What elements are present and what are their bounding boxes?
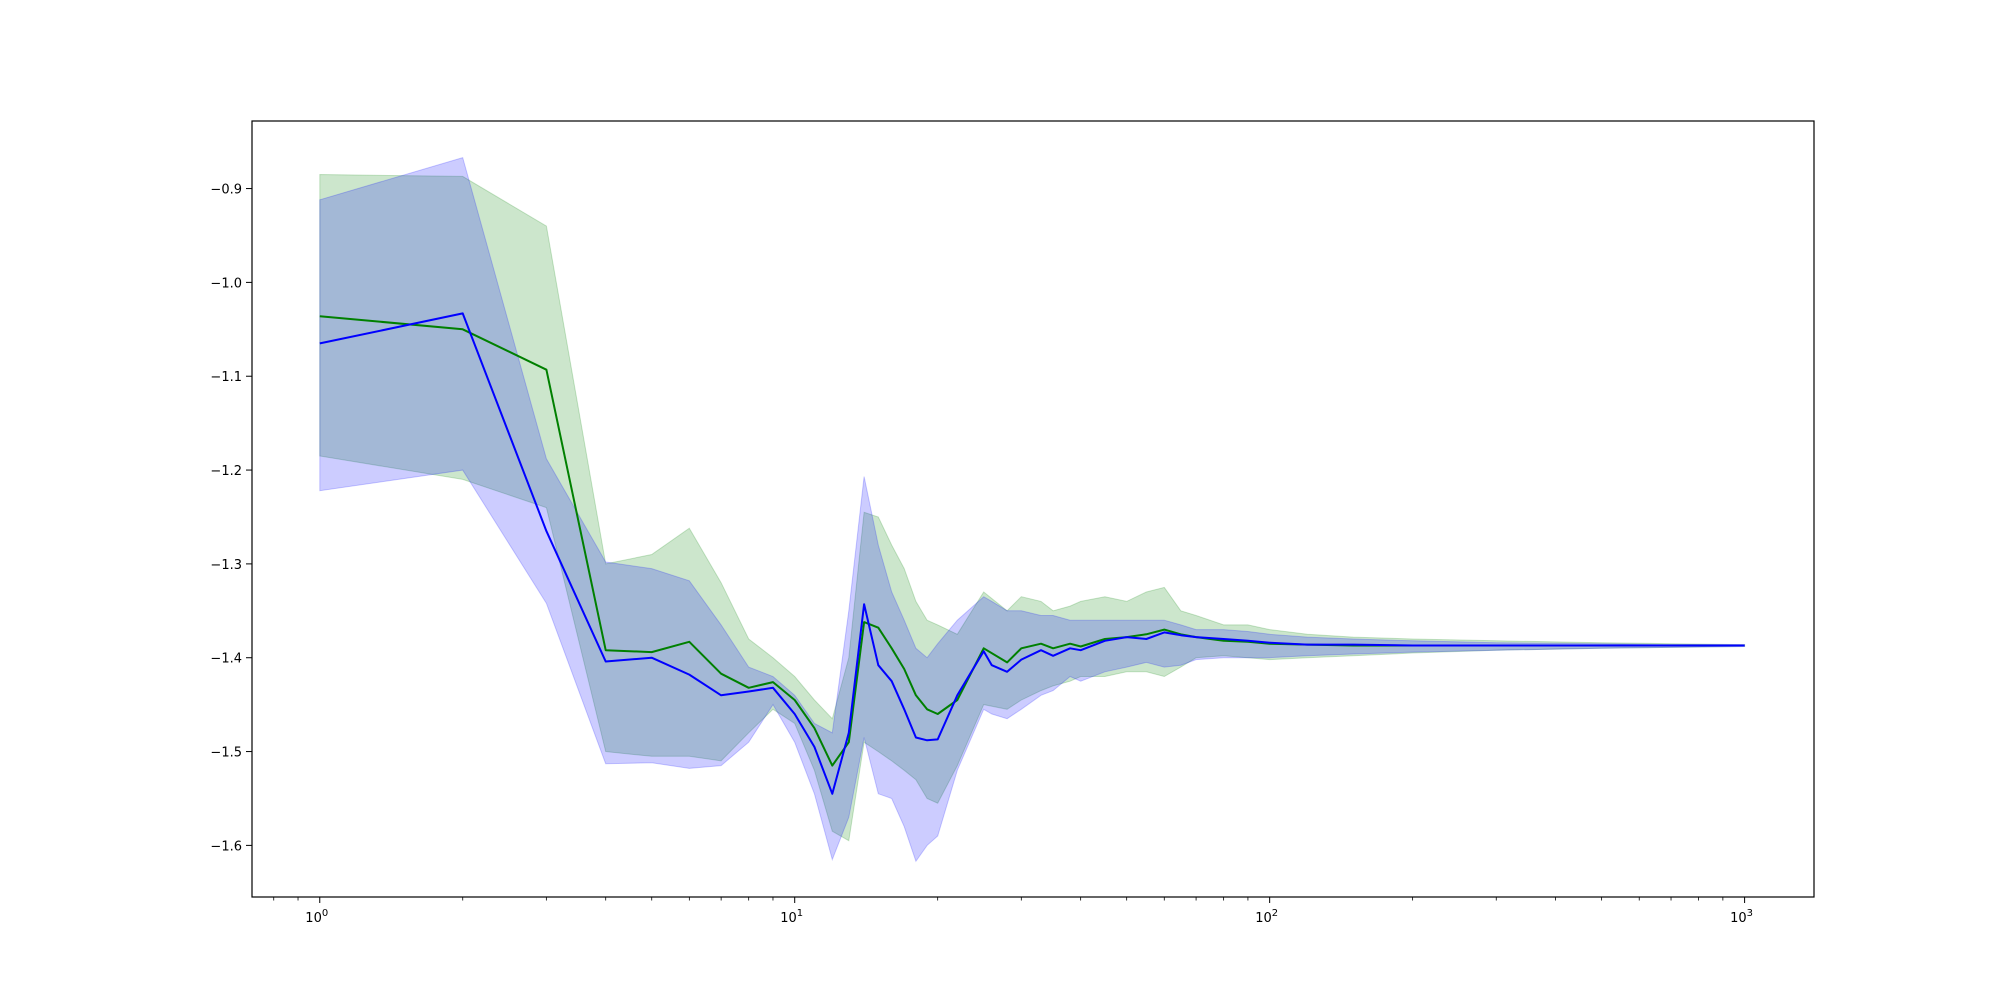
x-tick-label: 102: [1255, 908, 1278, 926]
x-tick-label: 100: [305, 908, 328, 926]
y-tick-label: −1.0: [210, 276, 242, 291]
series-2-line: [319, 312, 1745, 795]
y-tick-label: −0.9: [210, 183, 242, 198]
x-axis-ticks: 100 101 102 103: [273, 897, 1753, 926]
y-tick-label: −1.1: [210, 370, 242, 385]
y-tick-label: −1.2: [210, 464, 242, 479]
y-tick-label: −1.5: [210, 746, 242, 761]
y-axis-ticks: −0.9 −1.0 −1.1 −1.2 −1.3 −1.4 −1.5 −1.6: [210, 183, 252, 854]
y-tick-label: −1.4: [210, 652, 242, 667]
plot-area-frame: [251, 120, 1815, 898]
series-lines: [319, 312, 1745, 795]
y-tick-label: −1.6: [210, 839, 242, 854]
y-tick-label: −1.3: [210, 558, 242, 573]
x-tick-label: 103: [1730, 908, 1753, 926]
x-tick-label: 101: [780, 908, 803, 926]
